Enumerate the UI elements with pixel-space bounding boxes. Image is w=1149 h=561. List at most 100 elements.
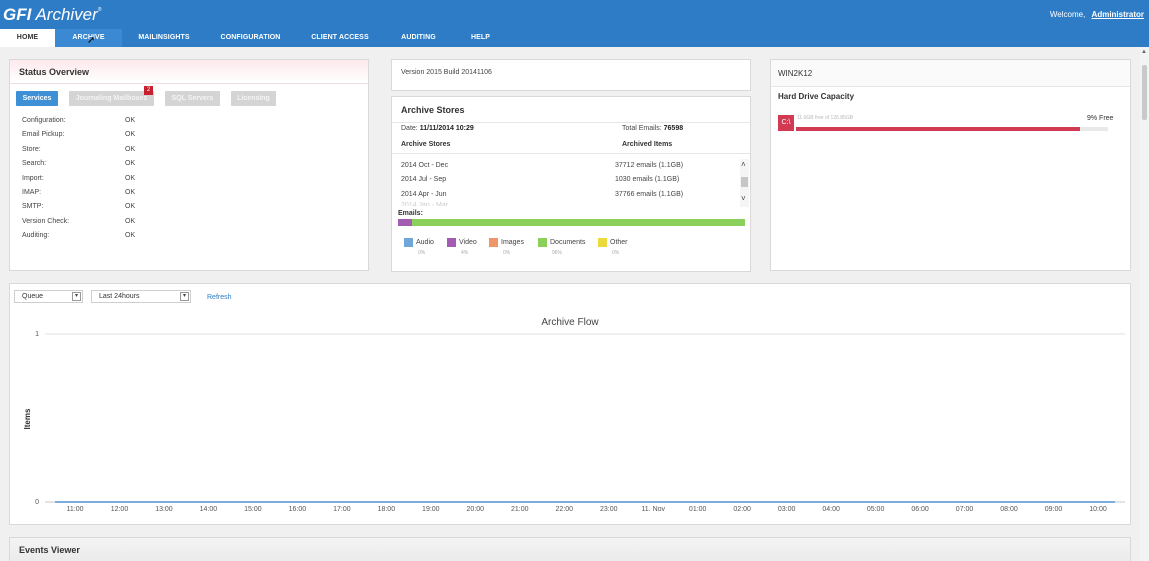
service-name: SMTP: [22,203,44,211]
archive-flow-chart: 0 1 Items 11:00 12:00 13:00 14:00 15:00 16:00 17:… [23,331,1125,513]
main-nav: Home Archive MailInsights Configuration … [0,29,509,47]
legend-label: Audio [416,239,434,247]
archive-store-items: 37712 emails (1.1GB) [615,162,684,169]
service-row: SMTP: OK [22,203,222,217]
legend-percent: 4% [461,250,469,256]
service-status: OK [125,160,136,168]
scroll-thumb[interactable] [741,177,748,187]
welcome-label: Welcome, [1049,10,1086,19]
legend-label: Images [501,239,524,247]
legend-item: Documents 96% [538,238,586,256]
drive-free-percent: 9% Free [1087,115,1114,122]
legend-label: Documents [550,239,586,247]
tab-archive[interactable]: Archive [55,29,122,47]
tab-help[interactable]: Help [470,34,491,41]
status-overview-title: Status Overview [10,60,368,84]
service-row: Configuration: OK [22,117,222,131]
x-tick-label: 20:00 [467,506,485,513]
col-archived-items: Archived Items [622,141,673,148]
list-item-partial: 2014 Jan - Mar [401,202,449,206]
archive-date: Date: 11/11/2014 10:29 [401,125,474,132]
x-tick-label: 18:00 [378,506,396,513]
status-tab-journaling-mailboxes[interactable]: Journaling Mailboxes [69,91,154,106]
x-tick-label: 04:00 [822,506,840,513]
legend-swatch [404,238,413,248]
x-tick-label: 05:00 [867,506,885,513]
events-viewer-title: Events Viewer [19,545,80,555]
server-panel: WIN2K12 Hard Drive Capacity C:\ 11.0GB f… [770,59,1131,271]
status-tab-sql-servers[interactable]: SQL Servers [165,91,220,106]
x-tick-label: 08:00 [1000,506,1018,513]
archive-stores-title: Archive Stores [401,105,465,115]
chevron-down-icon[interactable]: ▾ [180,292,189,301]
email-bar-video-segment [398,219,412,226]
service-row: Search: OK [22,160,222,174]
refresh-link[interactable]: Refresh [207,294,232,301]
chevron-down-icon[interactable]: ▾ [72,292,81,301]
service-status: OK [125,131,136,139]
x-tick-label: 12:00 [111,506,129,513]
page-scrollbar[interactable]: ▲ [1140,47,1149,561]
legend-swatch [538,238,547,248]
service-row: Store: OK [22,146,222,160]
scroll-up-icon[interactable]: ˄ [741,160,746,169]
status-tab-licensing[interactable]: Licensing [231,91,276,106]
archive-store-items: 37766 emails (1.1GB) [615,190,684,198]
page-scroll-thumb[interactable] [1142,65,1147,120]
service-name: Search: [22,160,47,168]
x-tick-label: 09:00 [1045,506,1063,513]
status-overview-panel: Status Overview Services Journaling Mail… [9,59,369,271]
legend-item: Audio 0% [404,238,434,256]
emails-label: Emails: [398,210,423,217]
legend-item: Other 0% [598,238,628,256]
events-viewer-panel: Events Viewer [9,537,1131,561]
x-tick-label: 11:00 [67,506,84,513]
archive-store-items: 1030 emails (1.1GB) [615,176,680,184]
queue-select[interactable]: Queue ▾ [14,290,83,303]
store-list-scrollbar[interactable]: ˄ ˅ [740,159,749,207]
legend-swatch [447,238,456,248]
journaling-alert-badge: 2 [144,86,153,95]
service-status-list: Configuration: OK Email Pickup: OK Store: OK S… [22,117,222,247]
service-name: Version Check: [22,217,70,225]
drive-usage-fill [796,127,1080,131]
legend-percent: 0% [503,250,511,256]
version-panel: Version 2015 Build 20141106 [391,59,751,91]
archive-store-name[interactable]: 2014 Oct - Dec [401,162,449,169]
tab-auditing[interactable]: Auditing [401,34,436,41]
x-tick-label: 17:00 [333,506,351,513]
col-archive-stores: Archive Stores [401,141,451,148]
legend-swatch [489,238,498,248]
service-status: OK [125,117,136,124]
y-tick-label: 0 [35,499,39,506]
archive-flow-panel: Queue ▾ Last 24hours ▾ Refresh Archive Flo… [9,283,1131,525]
tab-configuration[interactable]: Configuration [220,34,281,41]
service-row: Email Pickup: OK [22,131,222,145]
time-range-select[interactable]: Last 24hours ▾ [91,290,191,303]
x-tick-label: 15:00 [244,506,262,513]
legend-percent: 0% [612,250,620,256]
x-tick-label: 02:00 [733,506,751,513]
app-header: GFI Archiver® Welcome, Administrator Hom… [0,0,1149,47]
legend-swatch [598,238,607,248]
legend-label: Other [610,239,628,247]
scroll-up-icon[interactable]: ▲ [1141,49,1147,55]
tab-home[interactable]: Home [0,29,55,47]
status-tab-services[interactable]: Services [16,91,58,106]
archive-store-name[interactable]: 2014 Jul - Sep [401,176,447,184]
x-tick-label: 21:00 [511,506,529,513]
legend-item: Video 4% [447,238,477,256]
service-name: IMAP: [22,188,42,196]
user-link[interactable]: Administrator [1091,10,1144,19]
service-name: Auditing: [22,232,50,240]
service-name: Configuration: [22,117,66,124]
app-logo[interactable]: GFI Archiver® [3,5,102,24]
tab-client-access[interactable]: Client Access [311,34,369,41]
archive-stores-panel: Archive Stores Date: 11/11/2014 10:29 To… [391,96,751,272]
drive-icon: C:\ [778,115,794,131]
tab-mailinsights[interactable]: MailInsights [138,34,190,41]
scroll-down-icon[interactable]: ˅ [741,194,746,203]
x-tick-label: 01:00 [689,506,707,513]
y-tick-label: 1 [35,331,39,338]
archive-store-name[interactable]: 2014 Apr - Jun [401,190,447,198]
